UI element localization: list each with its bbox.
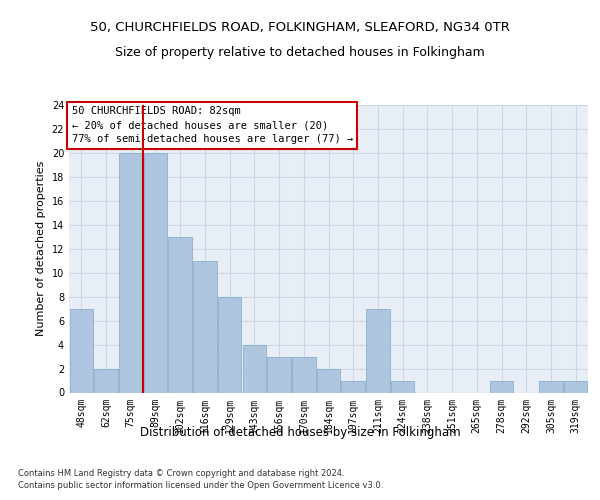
Text: Size of property relative to detached houses in Folkingham: Size of property relative to detached ho… bbox=[115, 46, 485, 59]
Bar bbox=[169, 237, 192, 392]
Bar bbox=[144, 153, 167, 392]
Bar bbox=[317, 368, 340, 392]
Bar bbox=[341, 380, 365, 392]
Bar bbox=[242, 344, 266, 393]
Bar bbox=[268, 356, 291, 392]
Bar bbox=[70, 308, 93, 392]
Text: 50, CHURCHFIELDS ROAD, FOLKINGHAM, SLEAFORD, NG34 0TR: 50, CHURCHFIELDS ROAD, FOLKINGHAM, SLEAF… bbox=[90, 21, 510, 34]
Bar bbox=[366, 308, 389, 392]
Bar bbox=[218, 296, 241, 392]
Text: Contains public sector information licensed under the Open Government Licence v3: Contains public sector information licen… bbox=[18, 482, 383, 490]
Bar bbox=[564, 380, 587, 392]
Text: Distribution of detached houses by size in Folkingham: Distribution of detached houses by size … bbox=[140, 426, 460, 439]
Text: Contains HM Land Registry data © Crown copyright and database right 2024.: Contains HM Land Registry data © Crown c… bbox=[18, 470, 344, 478]
Bar bbox=[119, 153, 143, 392]
Y-axis label: Number of detached properties: Number of detached properties bbox=[36, 161, 46, 336]
Bar bbox=[193, 260, 217, 392]
Bar bbox=[94, 368, 118, 392]
Text: 50 CHURCHFIELDS ROAD: 82sqm
← 20% of detached houses are smaller (20)
77% of sem: 50 CHURCHFIELDS ROAD: 82sqm ← 20% of det… bbox=[71, 106, 353, 144]
Bar bbox=[490, 380, 513, 392]
Bar bbox=[539, 380, 563, 392]
Bar bbox=[391, 380, 415, 392]
Bar bbox=[292, 356, 316, 392]
